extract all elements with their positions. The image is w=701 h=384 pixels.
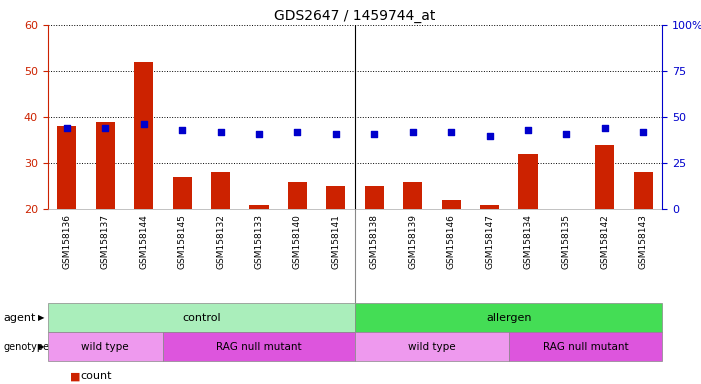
Text: GSM158136: GSM158136 <box>62 214 72 269</box>
Bar <box>172 177 192 301</box>
Text: GSM158137: GSM158137 <box>101 214 110 269</box>
Text: GSM158144: GSM158144 <box>139 214 148 269</box>
Bar <box>518 154 538 301</box>
Text: allergen: allergen <box>486 313 531 323</box>
Bar <box>480 205 499 301</box>
Point <box>522 127 533 133</box>
Text: GSM158145: GSM158145 <box>177 214 186 269</box>
Text: genotype/variation: genotype/variation <box>4 341 96 352</box>
Text: ▶: ▶ <box>38 342 44 351</box>
Point <box>138 121 149 127</box>
Point <box>330 131 341 137</box>
Point <box>407 129 418 135</box>
Text: GSM158139: GSM158139 <box>408 214 417 269</box>
Point <box>292 129 303 135</box>
Title: GDS2647 / 1459744_at: GDS2647 / 1459744_at <box>274 8 436 23</box>
Text: GSM158133: GSM158133 <box>254 214 264 269</box>
Text: control: control <box>182 313 221 323</box>
Bar <box>442 200 461 301</box>
Text: GSM158140: GSM158140 <box>293 214 302 269</box>
Bar <box>96 122 115 301</box>
Point <box>638 129 649 135</box>
Bar <box>57 126 76 301</box>
Text: wild type: wild type <box>81 341 129 352</box>
Text: GSM158141: GSM158141 <box>332 214 341 269</box>
Text: ▶: ▶ <box>38 313 44 322</box>
Point <box>599 125 611 131</box>
Text: GSM158142: GSM158142 <box>600 214 609 269</box>
Point <box>61 125 72 131</box>
Text: GSM158138: GSM158138 <box>369 214 379 269</box>
Bar <box>557 209 576 301</box>
Point <box>369 131 380 137</box>
Bar <box>365 186 384 301</box>
Bar <box>250 205 268 301</box>
Bar <box>211 172 230 301</box>
Point <box>215 129 226 135</box>
Bar <box>403 182 422 301</box>
Point <box>561 131 572 137</box>
Bar <box>134 62 154 301</box>
Bar <box>288 182 307 301</box>
Point <box>100 125 111 131</box>
Bar <box>634 172 653 301</box>
Bar <box>326 186 346 301</box>
Text: ■: ■ <box>70 371 81 381</box>
Point <box>446 129 457 135</box>
Text: GSM158143: GSM158143 <box>639 214 648 269</box>
Point <box>484 132 495 139</box>
Text: GSM158134: GSM158134 <box>524 214 533 269</box>
Point <box>253 131 264 137</box>
Point <box>177 127 188 133</box>
Text: count: count <box>81 371 112 381</box>
Bar <box>595 145 614 301</box>
Text: GSM158146: GSM158146 <box>447 214 456 269</box>
Text: wild type: wild type <box>408 341 456 352</box>
Text: GSM158147: GSM158147 <box>485 214 494 269</box>
Text: GSM158132: GSM158132 <box>216 214 225 269</box>
Text: agent: agent <box>4 313 36 323</box>
Text: RAG null mutant: RAG null mutant <box>216 341 302 352</box>
Text: GSM158135: GSM158135 <box>562 214 571 269</box>
Text: RAG null mutant: RAG null mutant <box>543 341 628 352</box>
